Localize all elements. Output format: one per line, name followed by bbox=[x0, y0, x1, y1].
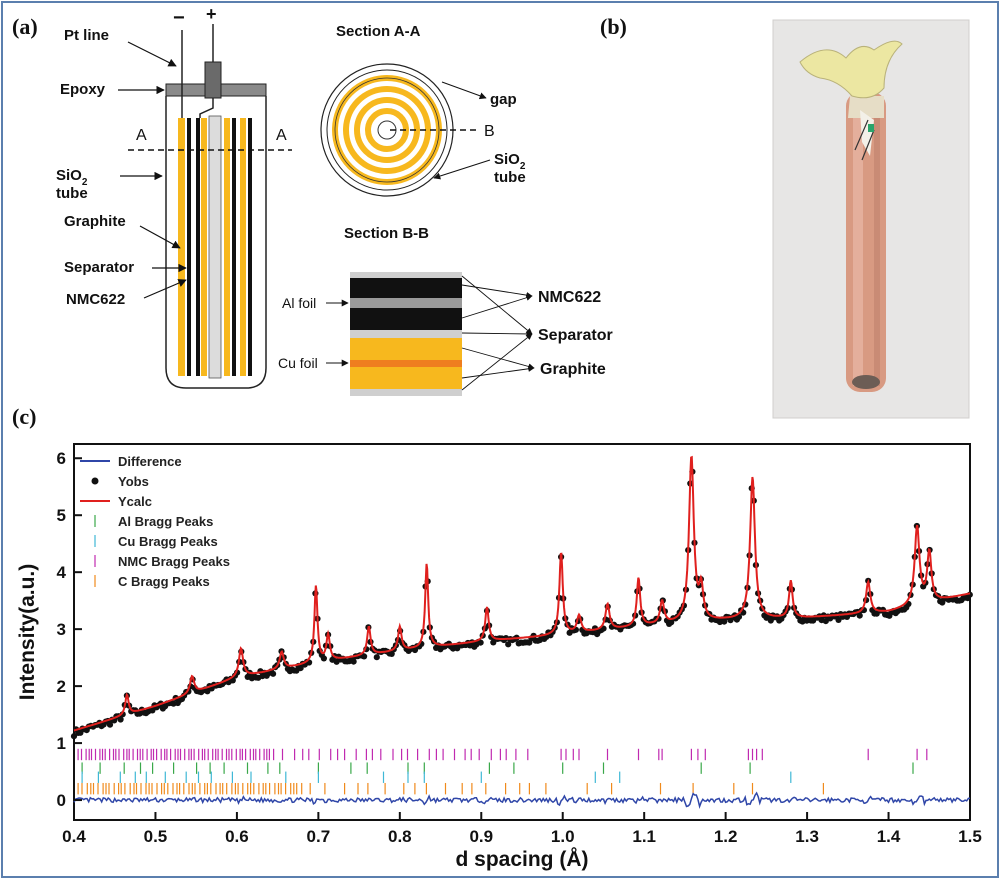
legend-item: Ycalc bbox=[80, 494, 152, 509]
y-tick-label: 3 bbox=[57, 620, 66, 639]
yobs-point bbox=[856, 612, 863, 619]
yobs-point bbox=[721, 618, 728, 625]
legend-label: Al Bragg Peaks bbox=[118, 514, 213, 529]
y-tick-label: 0 bbox=[57, 791, 66, 810]
x-tick-label: 0.4 bbox=[62, 827, 86, 846]
legend: Difference Yobs Ycalc Al Bragg Peaks Cu Brag… bbox=[80, 454, 230, 589]
cell-photo bbox=[772, 19, 970, 419]
x-tick-label: 1.0 bbox=[551, 827, 575, 846]
cu-foil-label: Cu foil bbox=[278, 355, 318, 371]
section-bb-layers bbox=[350, 272, 462, 396]
yobs-point bbox=[835, 616, 842, 624]
legend-label: Yobs bbox=[118, 474, 149, 489]
y-tick-label: 2 bbox=[57, 677, 66, 696]
section-mark-left: A bbox=[136, 127, 147, 144]
legend-item: Difference bbox=[80, 454, 182, 469]
y-tick-label: 5 bbox=[57, 506, 66, 525]
y-tick-label: 6 bbox=[57, 449, 66, 468]
legend-label: Difference bbox=[118, 454, 182, 469]
section-aa-sio2-label: SiO2 bbox=[494, 151, 526, 172]
legend-swatch bbox=[91, 477, 99, 485]
legend-item: Al Bragg Peaks bbox=[94, 514, 213, 529]
terminal-plug bbox=[204, 61, 222, 99]
gap-label: gap bbox=[490, 91, 517, 108]
x-tick-label: 0.8 bbox=[388, 827, 412, 846]
x-tick-label: 1.4 bbox=[877, 827, 901, 846]
section-aa-title: Section A-A bbox=[336, 23, 421, 40]
series-difference bbox=[73, 791, 971, 809]
section-aa-rings bbox=[320, 63, 454, 197]
legend-label: C Bragg Peaks bbox=[118, 574, 210, 589]
pt-line-label: Pt line bbox=[64, 27, 109, 44]
yobs-point bbox=[767, 617, 774, 624]
x-tick-label: 1.1 bbox=[632, 827, 656, 846]
sio2-tube-label-2: tube bbox=[56, 185, 88, 202]
x-axis-ticks: 0.4 0.5 0.6 0.7 0.8 0.9 1.0 1.1 1.2 1.3 1.4 1.5 bbox=[62, 812, 982, 846]
x-tick-label: 1.3 bbox=[795, 827, 819, 846]
section-mark-right: A bbox=[276, 127, 287, 144]
legend-item: Cu Bragg Peaks bbox=[94, 534, 218, 549]
panel-label-a: (a) bbox=[12, 14, 38, 39]
nmc622-label: NMC622 bbox=[66, 291, 125, 308]
yobs-point bbox=[320, 655, 327, 662]
legend-item: C Bragg Peaks bbox=[94, 574, 210, 589]
x-tick-label: 0.7 bbox=[307, 827, 331, 846]
x-tick-label: 1.5 bbox=[958, 827, 982, 846]
minus-sign: − bbox=[173, 7, 185, 29]
yobs-point bbox=[350, 658, 357, 665]
yobs-point bbox=[117, 716, 124, 723]
bragg-ticks bbox=[77, 748, 928, 795]
yobs-point bbox=[373, 654, 380, 661]
x-tick-label: 0.6 bbox=[225, 827, 249, 846]
x-tick-label: 0.9 bbox=[469, 827, 493, 846]
bb-leader-lines bbox=[461, 275, 535, 391]
yobs-point bbox=[477, 639, 484, 646]
yobs-point bbox=[361, 653, 368, 660]
series-ycalc bbox=[73, 455, 971, 732]
yobs-point bbox=[229, 677, 236, 684]
epoxy-label: Epoxy bbox=[60, 81, 106, 98]
xrd-plot: 0.4 0.5 0.6 0.7 0.8 0.9 1.0 1.1 1.2 1.3 1.4 1.5 0 1 2… bbox=[16, 443, 982, 871]
sio2-tube-outline bbox=[165, 96, 267, 389]
legend-item: NMC Bragg Peaks bbox=[94, 554, 230, 569]
section-bb-title: Section B-B bbox=[344, 225, 429, 242]
yobs-point bbox=[270, 670, 277, 677]
sio2-tube-label: SiO2 bbox=[56, 167, 88, 188]
x-tick-label: 0.5 bbox=[144, 827, 168, 846]
x-tick-label: 1.2 bbox=[714, 827, 738, 846]
y-axis-ticks: 0 1 2 3 4 5 6 bbox=[57, 449, 82, 810]
legend-label: NMC Bragg Peaks bbox=[118, 554, 230, 569]
bb-nmc622-label: NMC622 bbox=[538, 289, 601, 306]
bb-separator-label: Separator bbox=[538, 327, 613, 344]
section-aa-tube-label: tube bbox=[494, 169, 526, 186]
separator-label: Separator bbox=[64, 259, 134, 276]
plot-frame bbox=[73, 443, 971, 821]
panel-label-b: (b) bbox=[600, 14, 627, 39]
y-axis-label: Intensity(a.u.) bbox=[16, 564, 39, 701]
y-tick-label: 1 bbox=[57, 734, 66, 753]
electrode-stack bbox=[178, 115, 252, 379]
section-mark-b: B bbox=[484, 123, 495, 140]
yobs-point bbox=[70, 733, 78, 740]
panel-label-c: (c) bbox=[12, 404, 36, 429]
legend-label: Ycalc bbox=[118, 494, 152, 509]
al-foil-label: Al foil bbox=[282, 295, 316, 311]
legend-item: Yobs bbox=[91, 474, 149, 489]
yobs-point bbox=[505, 641, 512, 648]
yobs-point bbox=[106, 721, 114, 728]
plus-sign: + bbox=[206, 4, 217, 24]
y-tick-label: 4 bbox=[57, 563, 67, 582]
legend-label: Cu Bragg Peaks bbox=[118, 534, 218, 549]
graphite-label: Graphite bbox=[64, 213, 126, 230]
x-axis-label: d spacing (Å) bbox=[455, 847, 588, 871]
bb-graphite-label: Graphite bbox=[540, 361, 606, 378]
